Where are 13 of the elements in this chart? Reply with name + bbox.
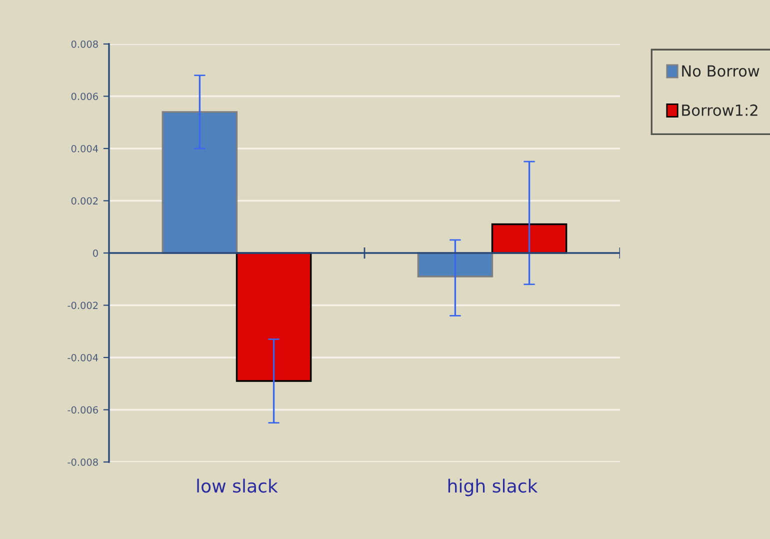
y-tick-label: 0 <box>93 249 98 257</box>
y-tick-label: -0.006 <box>68 406 98 414</box>
y-tick-label: -0.004 <box>68 354 98 362</box>
y-tick-label: -0.008 <box>68 458 98 466</box>
y-tick-label: 0.008 <box>71 40 98 48</box>
x-tick-label: low slack <box>197 478 278 493</box>
legend-label: No Borrow <box>682 65 760 77</box>
y-tick-label: 0.006 <box>71 92 98 100</box>
y-tick-label: 0.002 <box>71 197 98 205</box>
y-tick-label: 0.004 <box>71 144 98 152</box>
legend-label: Borrow1:2 <box>682 104 758 116</box>
y-tick-label: -0.002 <box>68 302 98 310</box>
x-tick-label: high slack <box>448 478 538 496</box>
